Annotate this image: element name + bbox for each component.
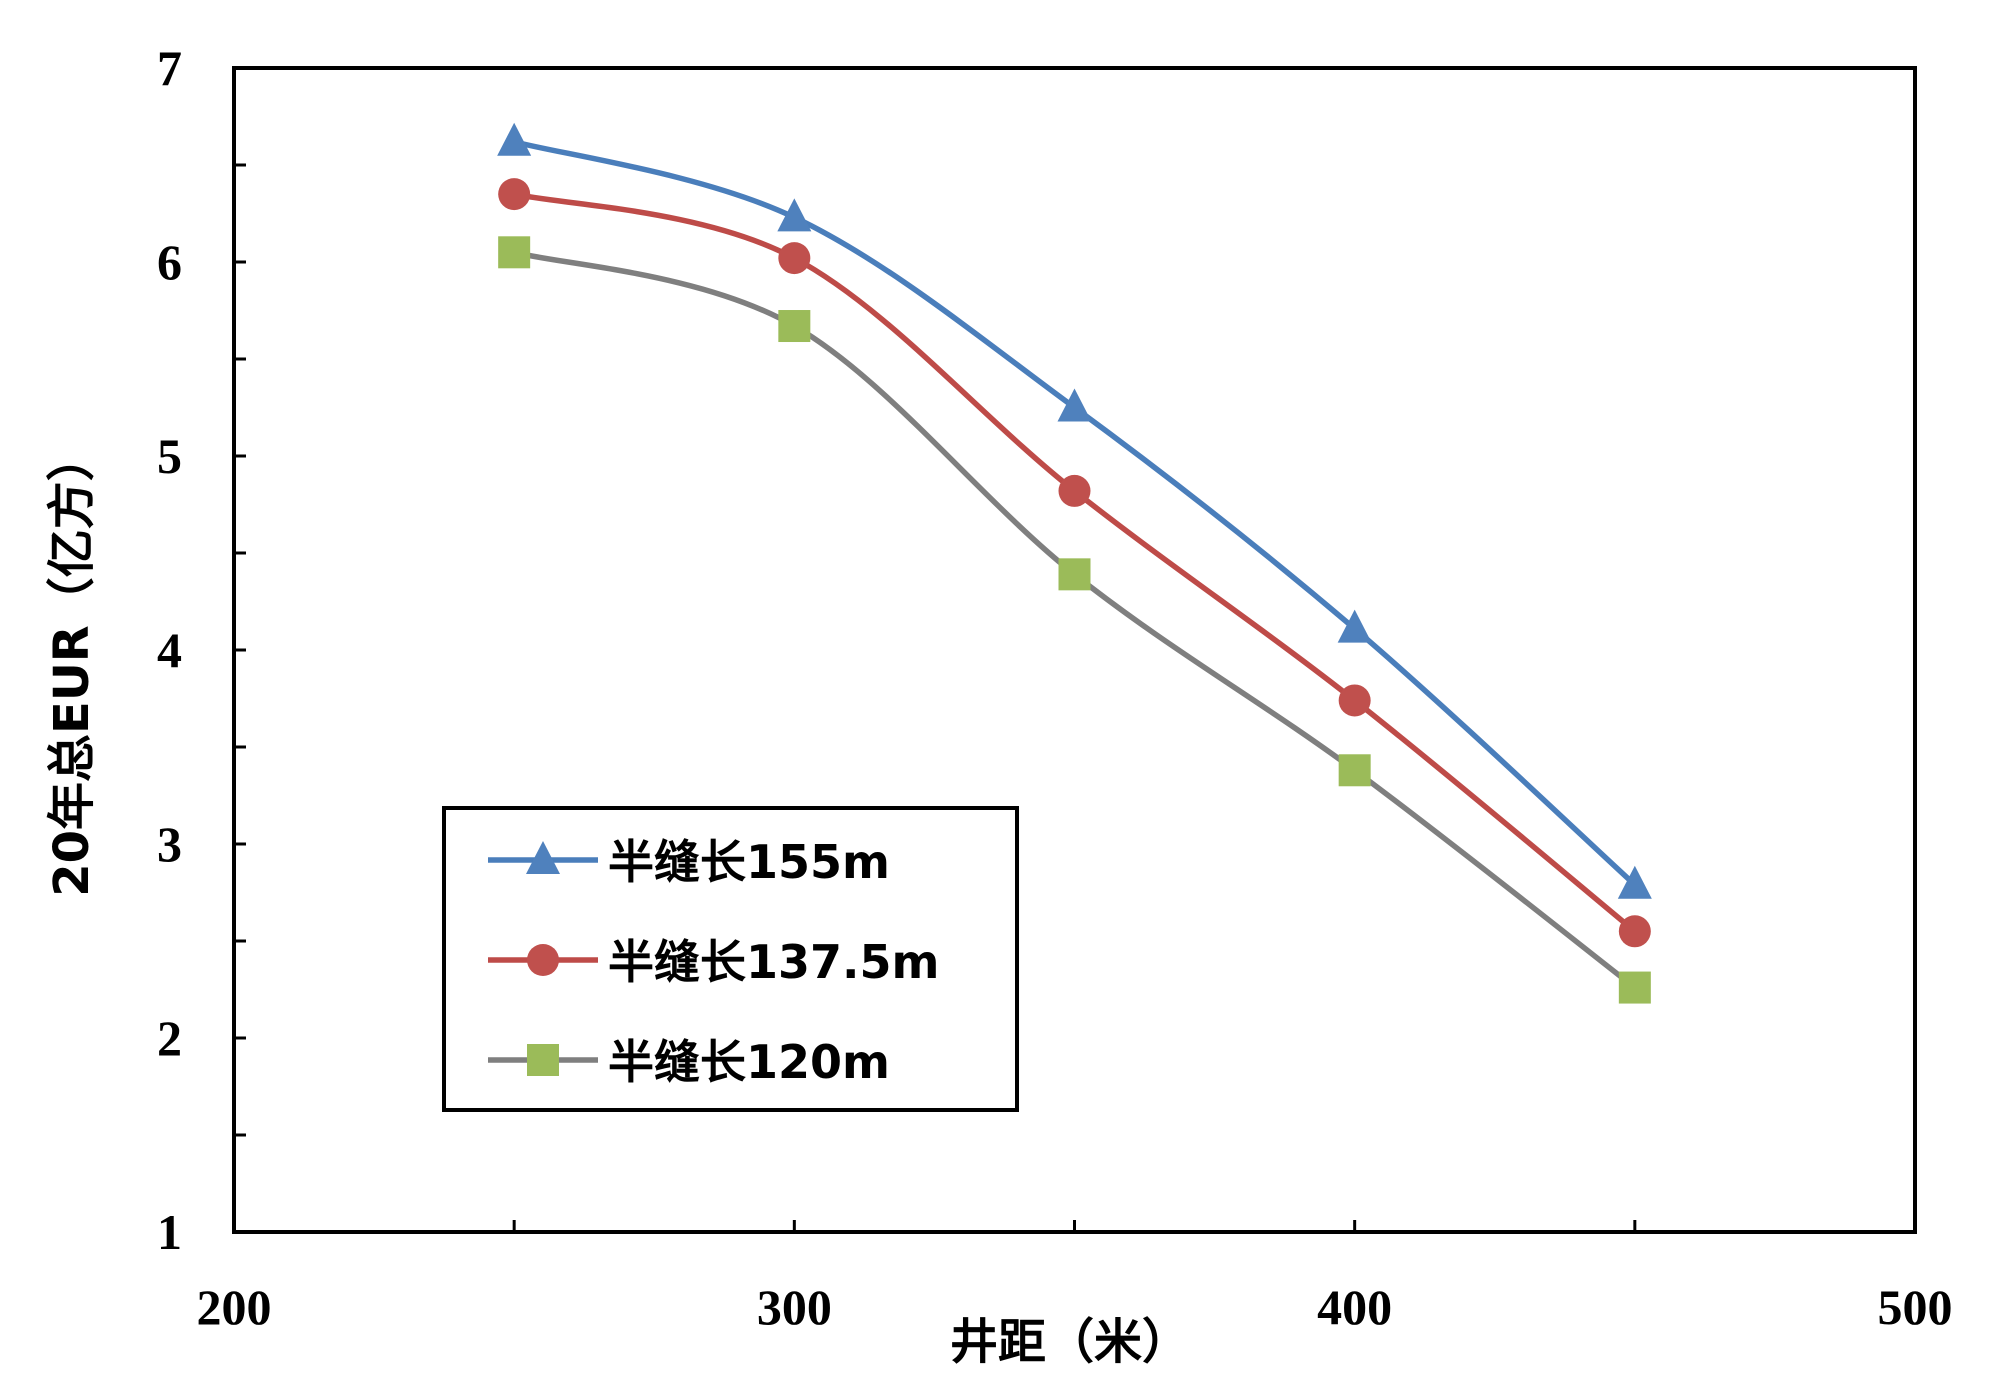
data-point-circle bbox=[1618, 915, 1651, 948]
data-point-circle bbox=[778, 242, 811, 275]
legend-marker-square bbox=[527, 1044, 559, 1076]
data-point-square bbox=[498, 236, 531, 269]
data-point-circle bbox=[1338, 684, 1371, 717]
y-tick-label: 2 bbox=[157, 1010, 182, 1066]
legend-item[interactable]: 半缝长137.5m bbox=[488, 935, 939, 989]
legend-marker-circle bbox=[527, 944, 559, 976]
x-tick-label: 400 bbox=[1317, 1279, 1392, 1335]
data-point-circle bbox=[498, 178, 531, 211]
data-point-square bbox=[778, 310, 811, 343]
data-point-triangle bbox=[497, 122, 532, 156]
y-tick-label: 5 bbox=[157, 428, 182, 484]
x-tick-label: 300 bbox=[757, 1279, 832, 1335]
legend-marker-triangle bbox=[526, 841, 560, 874]
data-point-square bbox=[1058, 558, 1091, 591]
y-tick-label: 4 bbox=[157, 622, 182, 678]
y-tick-label: 7 bbox=[157, 40, 182, 96]
legend-item[interactable]: 半缝长155m bbox=[488, 835, 890, 889]
data-point-triangle bbox=[1057, 388, 1092, 422]
x-axis-title: 井距（米） bbox=[950, 1314, 1190, 1370]
legend-label: 半缝长137.5m bbox=[608, 935, 939, 989]
data-point-triangle bbox=[777, 198, 812, 232]
data-point-triangle bbox=[1337, 609, 1372, 643]
data-point-circle bbox=[1058, 474, 1091, 507]
x-axis-ticks: 200 300 400 500 bbox=[197, 1220, 1953, 1335]
series-2 bbox=[498, 236, 1651, 1004]
data-point-triangle bbox=[1617, 865, 1652, 899]
series-1 bbox=[498, 178, 1651, 948]
legend-label: 半缝长155m bbox=[608, 835, 890, 889]
x-tick-label: 200 bbox=[197, 1279, 272, 1335]
x-tick-label: 500 bbox=[1878, 1279, 1953, 1335]
legend[interactable]: 半缝长155m 半缝长137.5m 半缝长120m bbox=[442, 806, 1019, 1112]
legend-item[interactable]: 半缝长120m bbox=[488, 1035, 890, 1089]
data-point-square bbox=[1338, 754, 1371, 787]
data-point-square bbox=[1618, 971, 1651, 1004]
series-0 bbox=[497, 122, 1652, 899]
legend-label: 半缝长120m bbox=[608, 1035, 890, 1089]
y-axis-title: 20年总EUR（亿方） bbox=[44, 433, 100, 897]
y-tick-label: 1 bbox=[157, 1204, 182, 1260]
y-tick-label: 6 bbox=[157, 234, 182, 290]
y-axis-ticks: 1 2 3 4 5 6 7 bbox=[157, 40, 246, 1260]
series-layer bbox=[497, 122, 1652, 1004]
y-tick-label: 3 bbox=[157, 816, 182, 872]
